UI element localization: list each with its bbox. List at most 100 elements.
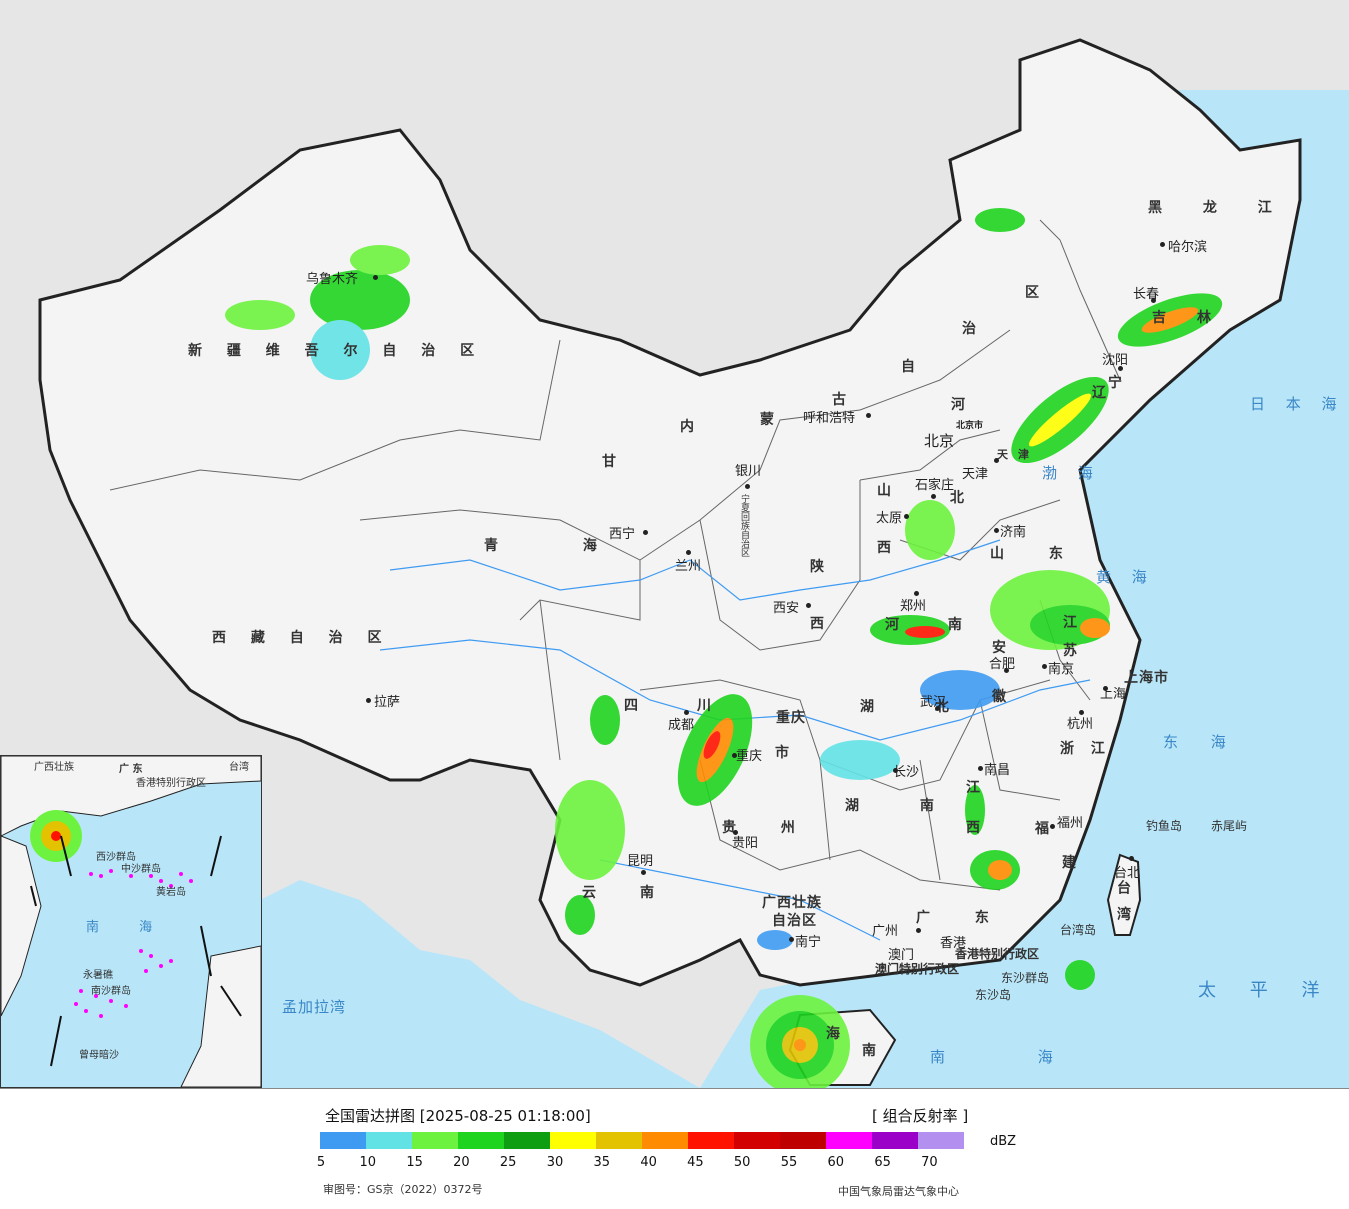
city-dot-guiyang — [733, 830, 738, 835]
label-hainan-b: 南 — [862, 1043, 886, 1059]
city-dot-jinan — [994, 528, 999, 533]
label-xizang: 西 藏 自 治 区 — [212, 630, 392, 646]
label-fujian-b: 建 — [1062, 855, 1086, 871]
sea-area — [700, 90, 1349, 1088]
inset-guangdong: 广 东 — [119, 764, 143, 775]
inset-zhongsha: 中沙群岛 — [121, 864, 161, 875]
colorbar-segment — [872, 1132, 918, 1149]
label-ningxia: 宁夏回族自治区 — [739, 494, 749, 557]
city-dot-chengdu — [684, 710, 689, 715]
city-nanchang: 南昌 — [984, 763, 1011, 778]
inset-hongkong: 香港特别行政区 — [136, 778, 206, 789]
colorbar-segment — [780, 1132, 826, 1149]
city-dot-zhengzhou — [914, 591, 919, 596]
inset-zengmu: 曾母暗沙 — [79, 1050, 119, 1061]
city-nanning: 南宁 — [795, 935, 822, 950]
label-hainan-a: 海 — [826, 1026, 850, 1042]
colorbar-segment — [412, 1132, 458, 1149]
sea-pacific: 太 平 洋 — [1198, 980, 1334, 1001]
colorbar-segment — [504, 1132, 550, 1149]
city-kunming: 昆明 — [627, 854, 654, 869]
sea-bohai: 渤 海 — [1042, 464, 1101, 482]
legend-title: 全国雷达拼图 [2025-08-25 01:18:00] — [325, 1107, 591, 1125]
colorbar — [320, 1132, 964, 1149]
inset-taiwan: 台湾 — [229, 762, 249, 773]
label-guangxi-b: 自治区 — [772, 913, 817, 929]
city-tianjin: 天津 — [962, 467, 989, 482]
label-yunnan-b: 南 — [640, 885, 664, 901]
city-dot-kunming — [641, 870, 646, 875]
city-xining: 西宁 — [609, 527, 636, 542]
label-jilin-a: 吉 — [1152, 310, 1176, 326]
city-xian: 西安 — [773, 601, 800, 616]
city-dot-changsha — [893, 768, 898, 773]
legend-unit: dBZ — [990, 1134, 1017, 1149]
colorbar-tick-label: 10 — [359, 1155, 377, 1170]
radar-map: 新 疆 维 吾 尔 自 治 区 西 藏 自 治 区 青 海 甘 四 川 云 南 … — [0, 0, 1349, 1088]
label-shanghai: 上海市 — [1124, 670, 1169, 686]
label-shanxi-b: 西 — [877, 540, 901, 556]
island-chiwei: 赤尾屿 — [1211, 819, 1248, 833]
colorbar-segment — [734, 1132, 780, 1149]
label-guangdong: 广 东 — [916, 910, 1009, 926]
colorbar-tick-label: 55 — [780, 1155, 798, 1170]
bengal-sea — [260, 880, 700, 1088]
colorbar-segment — [320, 1132, 366, 1149]
city-shenyang: 沈阳 — [1102, 353, 1129, 368]
city-guiyang: 贵阳 — [732, 836, 759, 851]
colorbar-tick-label: 40 — [640, 1155, 657, 1170]
label-shaanxi-b: 西 — [810, 616, 834, 632]
label-xinjiang: 新 疆 维 吾 尔 自 治 区 — [188, 343, 485, 359]
label-heilongjiang: 黑 龙 江 — [1148, 200, 1290, 216]
sea-east: 东 海 — [1163, 733, 1240, 751]
city-guangzhou: 广州 — [872, 924, 899, 939]
city-dot-tianjin — [994, 458, 999, 463]
label-jilin-b: 林 — [1197, 310, 1221, 326]
label-neimenggu-b: 蒙 — [760, 412, 784, 428]
label-gansu: 甘 — [602, 454, 626, 470]
colorbar-segment — [596, 1132, 642, 1149]
colorbar-tick-label: 70 — [921, 1155, 938, 1170]
colorbar-tick-label: 30 — [546, 1155, 564, 1170]
map-canvas — [38, 38, 1349, 1088]
city-changsha: 长沙 — [893, 765, 920, 780]
label-jiangxi-a: 江 — [966, 780, 990, 796]
colorbar-segment — [550, 1132, 596, 1149]
label-taiwan: 台 湾 — [1115, 880, 1131, 925]
island-diaoyu: 钓鱼岛 — [1146, 819, 1183, 833]
label-sichuan-a: 四 — [624, 698, 648, 714]
colorbar-ticks: 5 10 15 20 25 30 35 40 45 50 55 60 65 70 — [0, 1155, 1349, 1175]
label-neimenggu-f: 区 — [1025, 285, 1049, 301]
label-hebei-b: 北 — [950, 490, 974, 506]
city-lhasa: 拉萨 — [374, 695, 401, 710]
colorbar-tick-label: 25 — [499, 1155, 517, 1170]
colorbar-tick-label: 45 — [687, 1155, 704, 1170]
label-neimenggu-d: 自 — [901, 359, 925, 375]
city-dot-guangzhou — [916, 928, 921, 933]
city-harbin: 哈尔滨 — [1168, 240, 1208, 255]
city-dot-xian — [806, 603, 811, 608]
city-dot-urumqi — [373, 275, 378, 280]
city-urumqi: 乌鲁木齐 — [306, 272, 359, 287]
label-neimenggu-a: 内 — [680, 419, 704, 435]
inset-yongshu: 永暑礁 — [83, 970, 113, 981]
city-dot-nanchang — [978, 766, 983, 771]
city-chengdu: 成都 — [668, 718, 695, 733]
inset-huangyan: 黄岩岛 — [156, 887, 186, 898]
label-shanxi-a: 山 — [877, 483, 901, 499]
sea-yellow: 黄 海 — [1096, 568, 1155, 586]
city-taiyuan: 太原 — [876, 511, 903, 526]
city-dot-nanjing — [1042, 664, 1047, 669]
city-dot-changchun — [1151, 298, 1156, 303]
city-dot-hangzhou — [1079, 710, 1084, 715]
inset-guangxi: 广西壮族 — [34, 762, 74, 773]
label-beijing-prov: 北京市 — [956, 421, 984, 431]
city-dot-yinchuan — [745, 484, 750, 489]
south-china-sea-inset: 广西壮族 广 东 台湾 香港特别行政区 西沙群岛 中沙群岛 黄岩岛 南 海 永暑… — [0, 755, 262, 1088]
city-hangzhou: 杭州 — [1067, 717, 1094, 732]
colorbar-tick-label: 5 — [316, 1155, 326, 1170]
city-dot-harbin — [1160, 242, 1165, 247]
island-dongsha-island: 东沙岛 — [975, 988, 1012, 1002]
city-shijiazhuang: 石家庄 — [915, 478, 955, 493]
radar-echoes — [225, 208, 1223, 1088]
